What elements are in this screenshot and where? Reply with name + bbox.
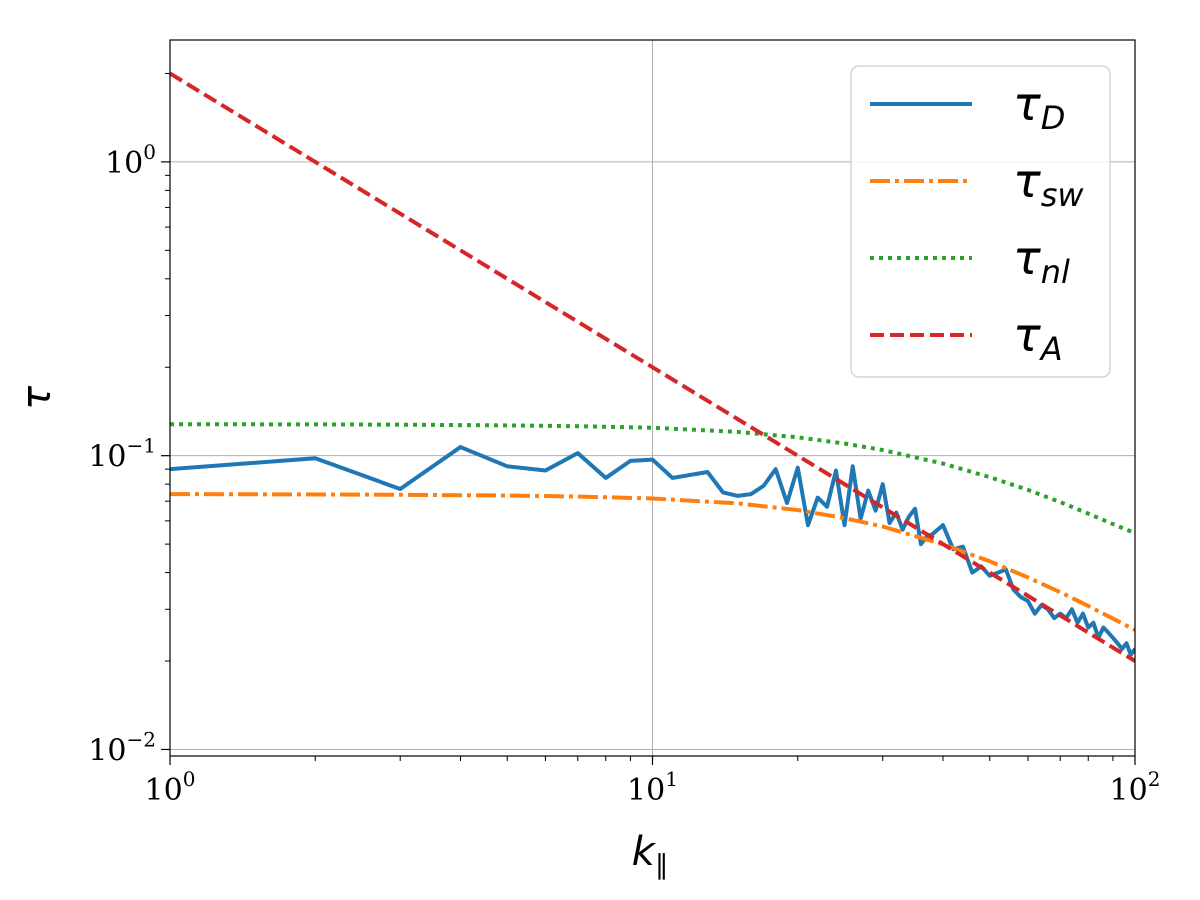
x-axis-label-main: k	[632, 829, 657, 875]
series-layer	[170, 71, 1135, 663]
legend-box	[850, 65, 1111, 378]
series-line-tau-nl	[170, 422, 1135, 535]
minor-ticks	[165, 72, 1114, 761]
major-ticks	[161, 161, 1136, 765]
y-tick-label: 10−2	[88, 727, 156, 768]
legend-entry-tau-sw: τsw	[870, 154, 1084, 214]
legend: τD τsw τnl τA	[850, 65, 1111, 378]
legend-entry-tau-a: τA	[870, 308, 1063, 368]
y-tick-label: 100	[105, 140, 156, 181]
series-line-tau-d	[170, 445, 1135, 657]
legend-label-tau-sw: τsw	[1013, 154, 1084, 214]
x-tick-label: 101	[627, 767, 678, 808]
legend-entry-tau-d: τD	[870, 77, 1065, 137]
x-axis-label: k∥	[632, 829, 669, 881]
x-tick-label: 100	[145, 767, 196, 808]
legend-label-tau-a: τA	[1013, 308, 1063, 368]
series-line-tau-a	[170, 71, 1135, 663]
x-axis-label-sub: ∥	[655, 850, 669, 881]
legend-label-tau-d: τD	[1013, 77, 1065, 137]
y-tick-label: 10−1	[88, 434, 156, 475]
legend-label-tau-nl: τnl	[1013, 231, 1070, 291]
y-axis-label: τ	[14, 385, 60, 410]
x-tick-label: 102	[1110, 767, 1161, 808]
legend-entry-tau-nl: τnl	[870, 231, 1070, 291]
